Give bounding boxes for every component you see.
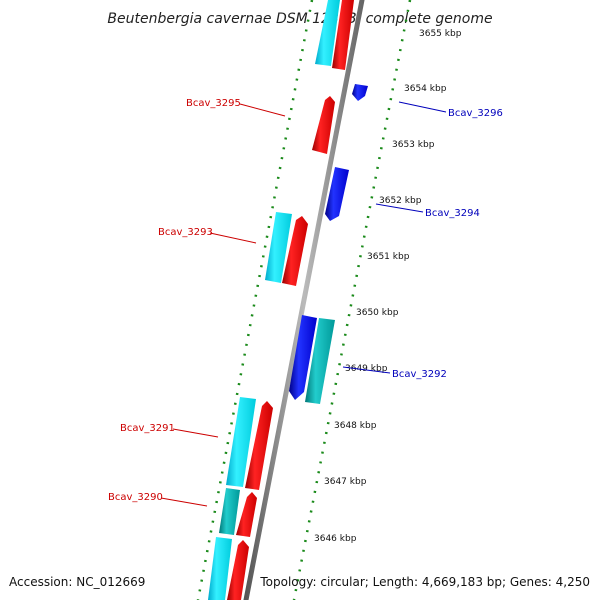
tick-labels: 3655 kbp 3654 kbp 3653 kbp 3652 kbp 3651… xyxy=(314,29,462,544)
tick-label: 3653 kbp xyxy=(392,140,435,150)
tick-label: 3646 kbp xyxy=(314,534,357,544)
tick-label: 3648 kbp xyxy=(334,421,377,431)
gene-feature-bcav-3292[interactable] xyxy=(305,318,335,404)
leader-bcav-3293 xyxy=(209,232,257,244)
leader-bcav-3292 xyxy=(342,366,391,374)
gene-label-bcav-3291[interactable]: Bcav_3291 xyxy=(120,423,175,434)
label-leaders xyxy=(160,101,447,507)
cds-feature-bcav-3296[interactable] xyxy=(352,84,368,101)
genome-backbone xyxy=(243,0,365,600)
leader-bcav-3290 xyxy=(160,497,208,507)
gene-label-bcav-3292[interactable]: Bcav_3292 xyxy=(392,369,447,380)
cds-feature-bcav-3293[interactable] xyxy=(282,216,308,286)
tick-label: 3649 kbp xyxy=(345,364,388,374)
cds-feature-bcav-3291[interactable] xyxy=(245,401,273,490)
gene-label-bcav-3293[interactable]: Bcav_3293 xyxy=(158,227,213,238)
reverse-features xyxy=(289,84,368,404)
inner-tick-track xyxy=(196,0,314,600)
gene-feature-bcav-3291[interactable] xyxy=(226,397,256,487)
cds-feature[interactable] xyxy=(227,540,249,600)
gene-label-bcav-3295[interactable]: Bcav_3295 xyxy=(186,98,241,109)
tick-label: 3651 kbp xyxy=(367,252,410,262)
tick-label: 3647 kbp xyxy=(324,477,367,487)
leader-bcav-3294 xyxy=(375,203,424,213)
gene-label-bcav-3294[interactable]: Bcav_3294 xyxy=(425,208,480,219)
gene-label-bcav-3296[interactable]: Bcav_3296 xyxy=(448,108,503,119)
tick-label: 3654 kbp xyxy=(404,84,447,94)
tick-label: 3652 kbp xyxy=(379,196,422,206)
accession-text: Accession: NC_012669 xyxy=(9,575,145,589)
gene-labels: Bcav_3296 Bcav_3295 Bcav_3294 Bcav_3293 … xyxy=(108,98,503,503)
cds-feature[interactable] xyxy=(332,0,354,70)
tick-label: 3650 kbp xyxy=(356,308,399,318)
tick-label: 3655 kbp xyxy=(419,29,462,39)
gene-feature[interactable] xyxy=(315,0,340,66)
cds-feature-bcav-3292[interactable] xyxy=(289,315,317,400)
outer-tick-track xyxy=(292,0,412,600)
cds-feature-bcav-3290[interactable] xyxy=(236,492,257,537)
topology-text: Topology: circular; Length: 4,669,183 bp… xyxy=(259,575,590,589)
leader-bcav-3295 xyxy=(239,103,286,117)
leader-bcav-3296 xyxy=(398,101,447,113)
forward-features xyxy=(208,0,354,600)
map-title: Beutenbergia cavernae DSM 12333, complet… xyxy=(107,11,492,27)
gene-label-bcav-3290[interactable]: Bcav_3290 xyxy=(108,492,163,503)
gene-feature[interactable] xyxy=(208,537,232,600)
cds-feature-bcav-3294[interactable] xyxy=(325,167,349,221)
gene-feature-bcav-3290[interactable] xyxy=(219,488,240,535)
gene-feature-bcav-3293[interactable] xyxy=(265,212,292,283)
cds-feature-bcav-3295[interactable] xyxy=(312,96,335,154)
leader-bcav-3291 xyxy=(172,428,219,438)
